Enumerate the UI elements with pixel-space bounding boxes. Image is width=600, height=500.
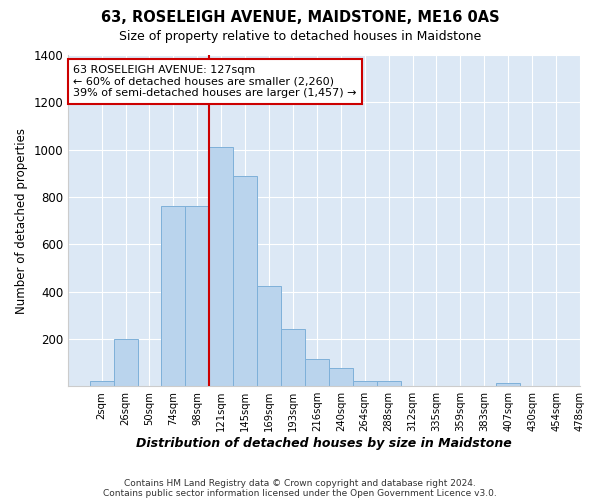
X-axis label: Distribution of detached houses by size in Maidstone: Distribution of detached houses by size … [136, 437, 512, 450]
Bar [185, 206, 209, 386]
Bar [233, 176, 257, 386]
Bar [89, 382, 113, 386]
Text: 63, ROSELEIGH AVENUE, MAIDSTONE, ME16 0AS: 63, ROSELEIGH AVENUE, MAIDSTONE, ME16 0A… [101, 10, 499, 25]
Bar [305, 359, 329, 386]
Bar [353, 382, 377, 386]
Text: 63 ROSELEIGH AVENUE: 127sqm
← 60% of detached houses are smaller (2,260)
39% of : 63 ROSELEIGH AVENUE: 127sqm ← 60% of det… [73, 65, 357, 98]
Bar [161, 206, 185, 386]
Bar [113, 339, 137, 386]
Bar [257, 286, 281, 386]
Text: Contains HM Land Registry data © Crown copyright and database right 2024.: Contains HM Land Registry data © Crown c… [124, 478, 476, 488]
Bar [281, 330, 305, 386]
Y-axis label: Number of detached properties: Number of detached properties [15, 128, 28, 314]
Bar [209, 148, 233, 386]
Text: Contains public sector information licensed under the Open Government Licence v3: Contains public sector information licen… [103, 488, 497, 498]
Text: Size of property relative to detached houses in Maidstone: Size of property relative to detached ho… [119, 30, 481, 43]
Bar [377, 382, 401, 386]
Bar [496, 382, 520, 386]
Bar [329, 368, 353, 386]
